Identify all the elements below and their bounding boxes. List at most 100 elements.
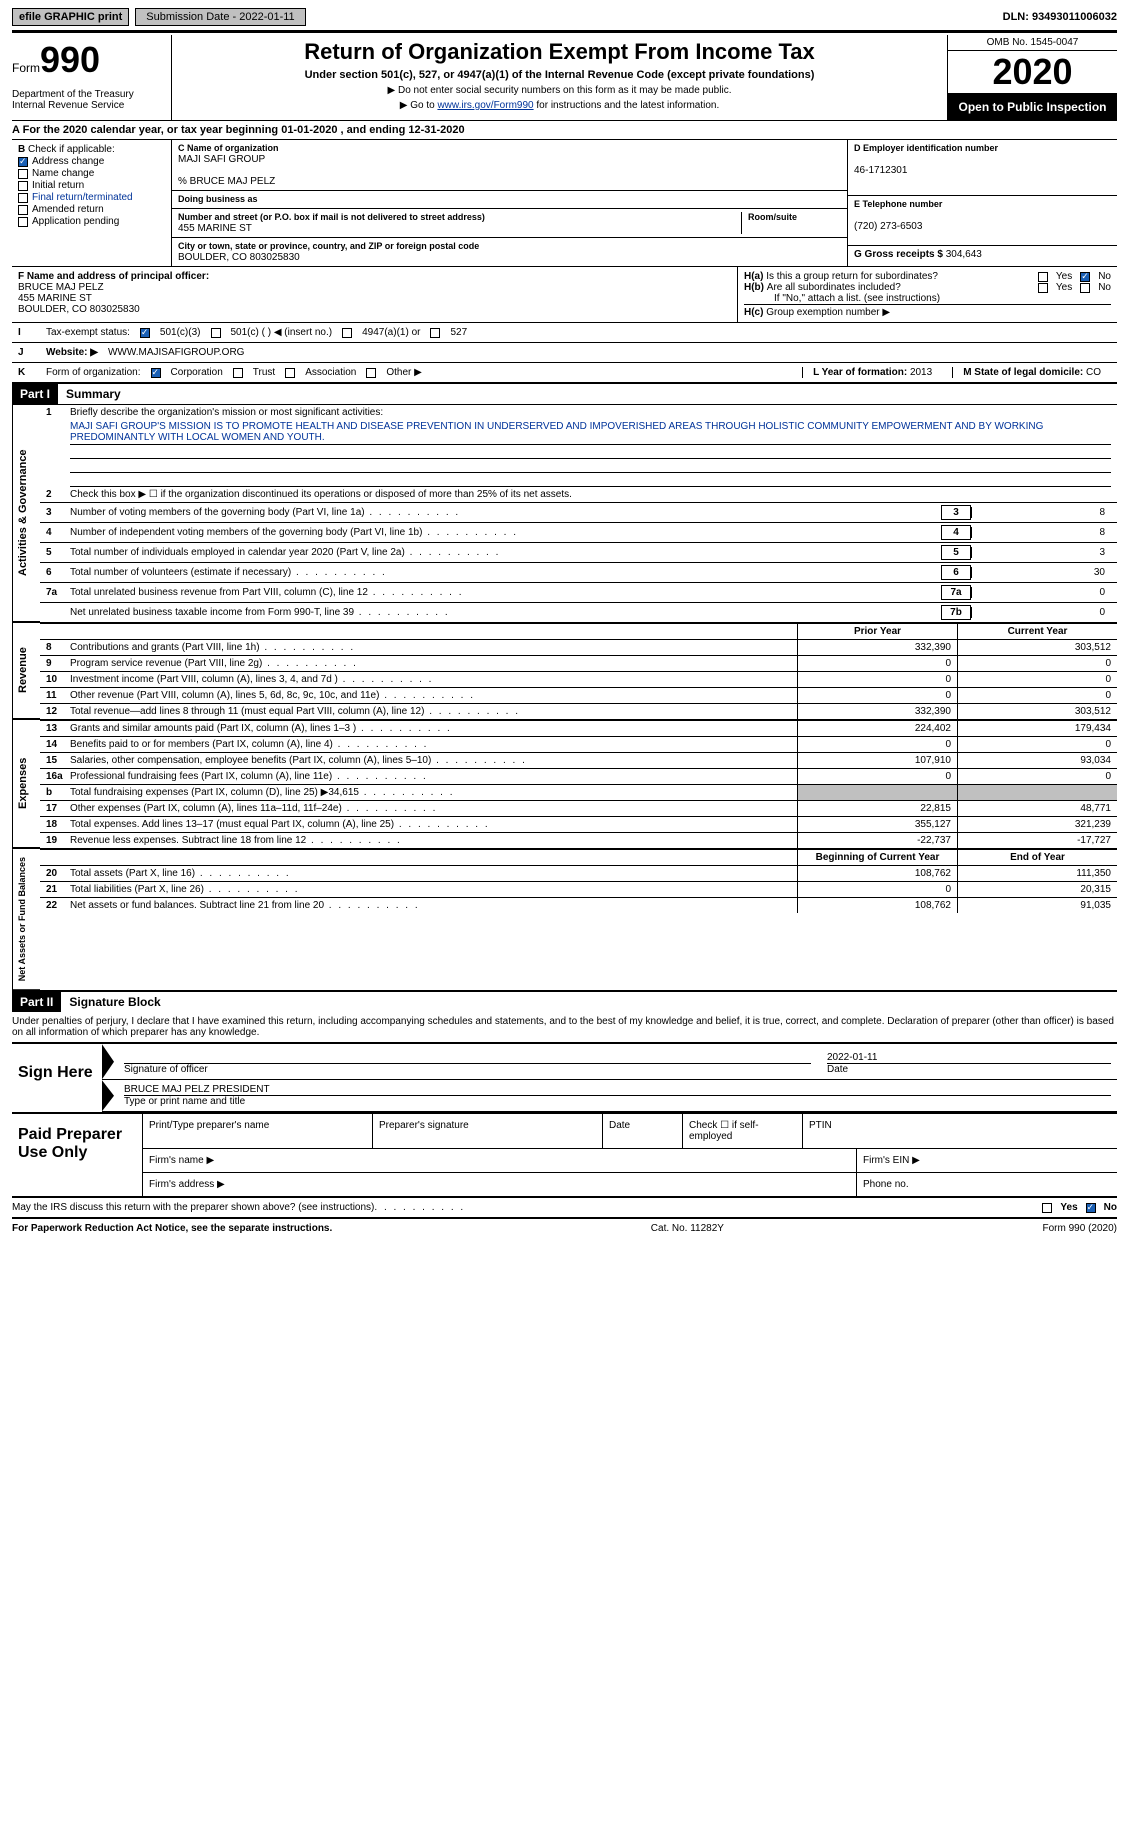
final-return-checkbox[interactable] [18,193,28,203]
hc-label: H(c) [744,307,763,318]
prior-val: 22,815 [797,801,957,816]
line-text: Program service revenue (Part VIII, line… [70,658,358,669]
form-prefix: Form [12,61,40,75]
other-checkbox[interactable] [366,368,376,378]
yes-label-2: Yes [1056,282,1072,293]
prior-val: 0 [797,688,957,703]
line-text: Total number of individuals employed in … [70,547,941,558]
website-value: WWW.MAJISAFIGROUP.ORG [108,347,244,358]
line-text: Total assets (Part X, line 16) [70,868,291,879]
line-text: Benefits paid to or for members (Part IX… [70,739,428,750]
line-text: Total unrelated business revenue from Pa… [70,587,941,598]
corp-checkbox[interactable] [151,368,161,378]
discuss-no-checkbox[interactable] [1086,1203,1096,1213]
line-box: 3 [941,505,971,520]
line-text: Salaries, other compensation, employee b… [70,755,527,766]
discuss-yes-checkbox[interactable] [1042,1203,1052,1213]
other-label: Other ▶ [386,367,421,378]
ha-no-checkbox[interactable] [1080,272,1090,282]
tax-exempt-label: Tax-exempt status: [46,327,130,338]
line-num: 3 [46,507,70,518]
irs-link[interactable]: www.irs.gov/Form990 [437,100,533,111]
vert-governance: Activities & Governance [12,405,40,622]
officer-label: F Name and address of principal officer: [18,271,209,282]
line-num: 2 [46,489,70,500]
hb-no-checkbox[interactable] [1080,283,1090,293]
line-num: 11 [46,690,70,701]
line-num: 18 [46,819,70,830]
address-change-checkbox[interactable] [18,157,28,167]
line-val: 30 [971,567,1111,578]
4947-checkbox[interactable] [342,328,352,338]
amended-return-checkbox[interactable] [18,205,28,215]
line-box: 5 [941,545,971,560]
assoc-checkbox[interactable] [285,368,295,378]
prior-val [797,785,957,800]
line-box: 7b [941,605,971,620]
line-box: 6 [941,565,971,580]
part1-header: Part I [12,384,58,404]
form-subtitle: Under section 501(c), 527, or 4947(a)(1)… [180,69,939,81]
4947-label: 4947(a)(1) or [362,327,420,338]
501c3-checkbox[interactable] [140,328,150,338]
no-label-3: No [1104,1202,1117,1213]
name-change-checkbox[interactable] [18,169,28,179]
prior-val: 332,390 [797,640,957,655]
dots-discuss [374,1202,465,1213]
org-name: MAJI SAFI GROUP [178,154,265,165]
ha-text: Is this a group return for subordinates? [766,271,938,282]
curr-val: 48,771 [957,801,1117,816]
sig-date: 2022-01-11 [827,1052,1111,1063]
ha-yes-checkbox[interactable] [1038,272,1048,282]
curr-val: 303,512 [957,640,1117,655]
paperwork-notice: For Paperwork Reduction Act Notice, see … [12,1223,332,1234]
line-text: Check this box ▶ ☐ if the organization d… [70,489,1111,500]
current-year-header: Current Year [957,624,1117,639]
line-box: 4 [941,525,971,540]
gross-receipts: 304,643 [946,249,982,260]
527-checkbox[interactable] [430,328,440,338]
prior-val: 0 [797,769,957,784]
cat-no: Cat. No. 11282Y [651,1223,724,1234]
form-footer: Form 990 (2020) [1043,1223,1117,1234]
line-num: 14 [46,739,70,750]
efile-button[interactable]: efile GRAPHIC print [12,8,129,26]
sign-here-label: Sign Here [12,1044,102,1112]
curr-val: 20,315 [957,882,1117,897]
line-text: Total expenses. Add lines 13–17 (must eq… [70,819,490,830]
city-state-zip: BOULDER, CO 803025830 [178,252,300,263]
line-text: Other revenue (Part VIII, column (A), li… [70,690,475,701]
app-pending-checkbox[interactable] [18,217,28,227]
officer-addr2: BOULDER, CO 803025830 [18,304,140,315]
line-num: 13 [46,723,70,734]
501c-checkbox[interactable] [211,328,221,338]
k-prefix: K [18,367,36,378]
penalty-text: Under penalties of perjury, I declare th… [12,1012,1117,1042]
mission-blank-1 [70,445,1111,459]
year-formation: 2013 [910,367,932,378]
no-label: No [1098,271,1111,282]
line-text: Revenue less expenses. Subtract line 18 … [70,835,402,846]
final-return-label: Final return/terminated [32,192,133,203]
mission-label: Briefly describe the organization's miss… [70,407,1111,418]
line-num: 12 [46,706,70,717]
line-num: 22 [46,900,70,911]
check-applicable-label: Check if applicable: [28,144,115,155]
prep-date-header: Date [603,1114,683,1148]
form-number: 990 [40,39,100,80]
care-of: % BRUCE MAJ PELZ [178,176,275,187]
amended-return-label: Amended return [32,204,104,215]
assoc-label: Association [305,367,356,378]
curr-val: 0 [957,737,1117,752]
hb-yes-checkbox[interactable] [1038,283,1048,293]
website-label: Website: ▶ [46,347,98,358]
eoy-header: End of Year [957,850,1117,865]
ein-value: 46-1712301 [854,165,907,176]
trust-checkbox[interactable] [233,368,243,378]
curr-val: 303,512 [957,704,1117,719]
hb-note: If "No," attach a list. (see instruction… [744,293,1111,304]
line-num: 17 [46,803,70,814]
street-address: 455 MARINE ST [178,223,252,234]
line-text: Net assets or fund balances. Subtract li… [70,900,420,911]
initial-return-checkbox[interactable] [18,181,28,191]
